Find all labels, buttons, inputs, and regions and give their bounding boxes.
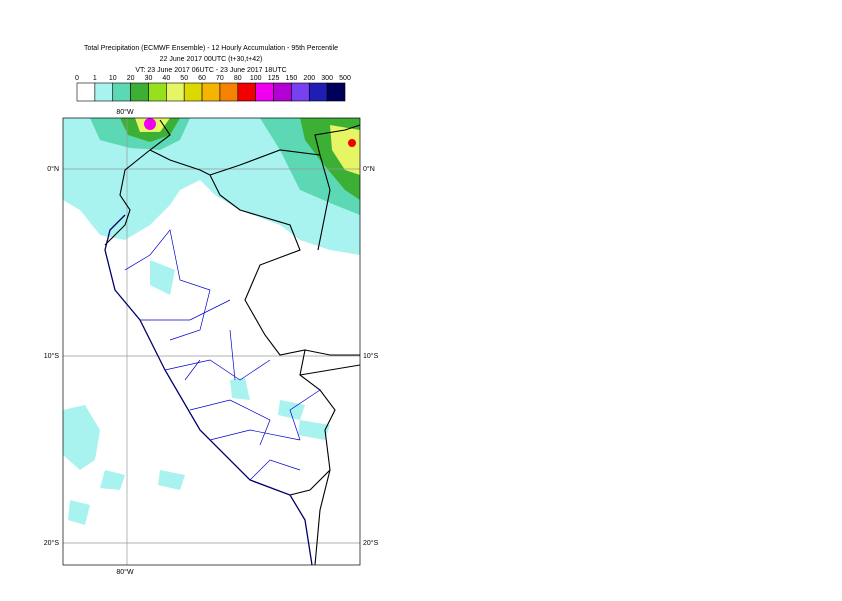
legend-label: 150 <box>286 75 298 82</box>
lat-label: 10°S <box>363 352 379 360</box>
legend-swatch <box>201 82 221 102</box>
lat-label: 20°S <box>44 539 60 547</box>
legend-swatch <box>326 82 346 102</box>
legend-label: 60 <box>198 75 206 82</box>
title: Total Precipitation (ECMWF Ensemble) - 1… <box>84 45 338 52</box>
precip-light <box>63 260 330 525</box>
legend-swatch <box>76 82 96 102</box>
legend-swatch <box>166 82 185 102</box>
lat-label: 10°S <box>44 352 60 360</box>
legend-label: 10 <box>109 75 117 82</box>
precip-moderate <box>90 118 360 215</box>
legend-swatch <box>130 82 149 102</box>
legend-label: 300 <box>321 75 333 82</box>
run-info: 22 June 2017 00UTC (t+30,t+42) <box>160 56 263 63</box>
legend-label: 40 <box>162 75 170 82</box>
legend-label: 50 <box>180 75 188 82</box>
validity: VT: 23 June 2017 06UTC - 23 June 2017 18… <box>135 67 286 74</box>
precip-peak <box>144 118 156 130</box>
lat-label: 0°N <box>47 165 59 173</box>
legend-swatch <box>112 82 131 102</box>
precip-intense <box>135 118 360 175</box>
lat-label: 0°N <box>363 165 375 173</box>
legend-swatch <box>291 82 310 102</box>
legend-swatch <box>237 82 256 102</box>
legend-label: 125 <box>268 75 280 82</box>
region-borders <box>124 229 321 481</box>
legend-swatch <box>255 82 274 102</box>
coastline <box>104 214 313 565</box>
legend-swatch <box>183 82 203 102</box>
legend-label: 20 <box>127 75 135 82</box>
map <box>63 118 360 565</box>
lon-label: 80°W <box>116 568 134 576</box>
lon-label: 80°W <box>116 108 134 116</box>
legend-label: 200 <box>303 75 315 82</box>
legend-label: 80 <box>234 75 242 82</box>
legend-label: 0 <box>75 75 79 82</box>
legend-swatch <box>94 82 114 102</box>
map-frame <box>62 117 361 566</box>
legend-label: 1 <box>93 75 97 82</box>
country-borders <box>104 119 360 565</box>
lat-label: 20°S <box>363 539 379 547</box>
legend-label: 70 <box>216 75 224 82</box>
legend-swatch <box>148 82 167 102</box>
legend-label: 100 <box>250 75 262 82</box>
legend: 0 1 10 20 30 40 50 60 70 80 100 125 150 200 300 500 <box>75 75 351 102</box>
legend-swatch <box>273 82 292 102</box>
legend-label: 500 <box>339 75 351 82</box>
graticule <box>63 118 360 565</box>
legend-label: 30 <box>145 75 153 82</box>
precip-peak <box>348 139 356 147</box>
legend-swatch <box>308 82 328 102</box>
legend-swatch <box>219 82 239 102</box>
